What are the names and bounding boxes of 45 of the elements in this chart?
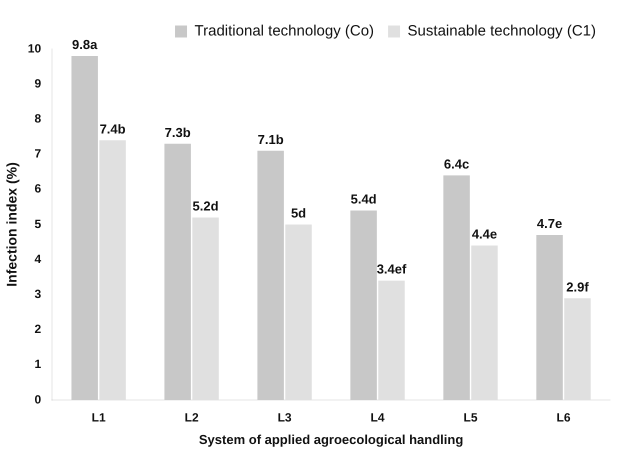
data-label: 4.7e <box>536 216 562 232</box>
bar <box>350 210 377 400</box>
y-tick-label: 0 <box>34 392 42 406</box>
data-label: 5.4d <box>350 192 377 207</box>
data-label: 2.9f <box>566 279 590 294</box>
bar <box>192 217 219 400</box>
bar <box>378 280 405 400</box>
data-label: 7.1b <box>258 132 284 147</box>
bar <box>71 56 98 400</box>
y-tick-label: 3 <box>34 287 42 302</box>
data-label: 5.2d <box>192 198 219 214</box>
x-axis-title: System of applied agroecological handling <box>198 432 464 447</box>
x-tick-label: L4 <box>370 410 385 425</box>
bar <box>443 175 470 400</box>
x-tick-label: L1 <box>92 410 106 425</box>
data-label: 6.4c <box>444 156 470 172</box>
legend-label: Sustainable technology (C1) <box>408 22 596 40</box>
bar <box>536 235 563 400</box>
data-label: 3.4ef <box>376 262 407 277</box>
data-label: 5d <box>290 206 306 221</box>
bar <box>564 298 591 400</box>
y-tick-label: 2 <box>34 322 42 336</box>
bar <box>99 140 126 400</box>
data-label: 7.4b <box>100 121 126 136</box>
x-tick-label: L3 <box>278 410 292 425</box>
bar <box>471 246 498 400</box>
y-tick-label: 8 <box>34 112 42 126</box>
y-tick-label: 6 <box>34 182 42 196</box>
bar <box>285 224 312 400</box>
x-tick-label: L5 <box>464 410 478 425</box>
y-axis-title: Infection index (%) <box>3 162 20 287</box>
y-tick-label: 1 <box>34 357 42 372</box>
y-tick-label: 10 <box>28 41 42 56</box>
x-tick-label: L6 <box>556 410 571 425</box>
bar <box>164 144 191 400</box>
x-tick-label: L2 <box>184 410 199 425</box>
y-tick-label: 9 <box>34 76 42 90</box>
data-label: 9.8a <box>72 37 98 52</box>
data-label: 7.3b <box>164 124 191 140</box>
y-tick-label: 4 <box>34 252 42 266</box>
legend-label: Traditional technology (Co) <box>194 22 374 40</box>
y-tick-label: 7 <box>34 146 42 161</box>
y-tick-label: 5 <box>34 216 42 231</box>
data-label: 4.4e <box>472 226 498 242</box>
bar <box>257 150 284 400</box>
